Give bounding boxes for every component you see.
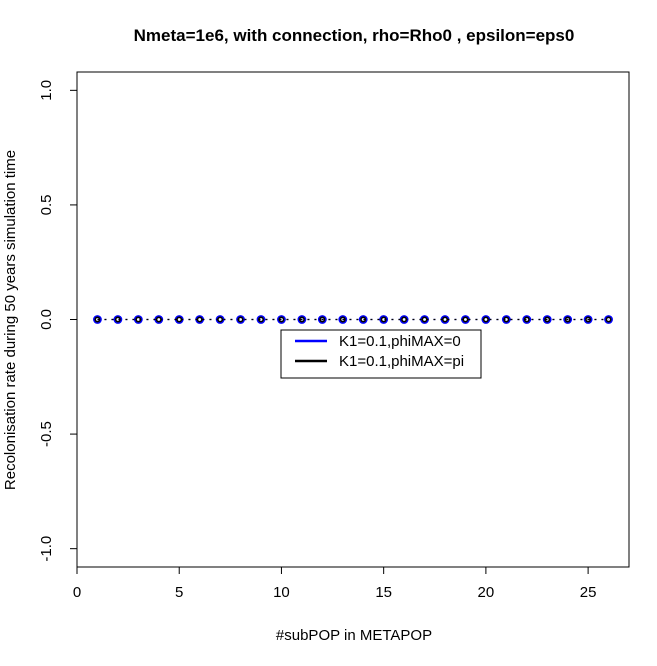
- x-tick-label: 5: [175, 584, 183, 601]
- legend-label: K1=0.1,phiMAX=pi: [339, 353, 464, 370]
- data-point: [317, 315, 327, 324]
- series-layer: [93, 315, 613, 324]
- x-axis-label: #subPOP in METAPOP: [276, 627, 432, 644]
- data-point: [604, 315, 613, 324]
- data-point: [93, 315, 102, 324]
- data-point: [503, 316, 510, 323]
- data-point: [155, 316, 162, 323]
- data-point: [482, 316, 489, 323]
- data-point: [196, 316, 203, 323]
- data-point: [585, 316, 592, 323]
- data-point: [338, 315, 348, 324]
- legend-label: K1=0.1,phiMAX=0: [339, 333, 461, 350]
- data-point: [544, 316, 551, 323]
- data-point: [358, 315, 368, 324]
- data-point: [257, 316, 264, 323]
- y-tick-label: 0.0: [38, 309, 55, 330]
- x-tick-label: 0: [73, 584, 81, 601]
- series-1: [93, 315, 613, 324]
- data-point: [563, 315, 573, 324]
- data-point: [135, 316, 142, 323]
- data-point: [605, 316, 612, 323]
- data-point: [421, 316, 428, 323]
- data-point: [236, 315, 245, 324]
- data-point: [379, 315, 389, 324]
- y-tick-label: -0.5: [38, 421, 55, 447]
- legend-box: [280, 329, 482, 379]
- data-point: [298, 316, 305, 323]
- data-point: [339, 316, 346, 323]
- data-point: [542, 315, 552, 324]
- data-point: [113, 315, 123, 324]
- data-point: [564, 316, 571, 323]
- y-axis-label: Recolonisation rate during 50 years simu…: [2, 150, 19, 490]
- data-point: [462, 316, 469, 323]
- y-tick-label: -1.0: [38, 536, 55, 562]
- data-point: [401, 316, 408, 323]
- data-point: [297, 315, 307, 324]
- data-point: [176, 316, 183, 323]
- data-point: [277, 315, 286, 324]
- x-tick-label: 20: [478, 584, 495, 601]
- data-point: [360, 316, 367, 323]
- data-point: [114, 316, 121, 323]
- data-point: [501, 315, 511, 324]
- data-point: [217, 316, 224, 323]
- data-point: [523, 316, 530, 323]
- data-point: [380, 316, 387, 323]
- x-tick-label: 15: [375, 584, 392, 601]
- data-point: [256, 315, 266, 324]
- data-point: [94, 316, 101, 323]
- x-tick-label: 25: [580, 584, 597, 601]
- y-tick-label: 0.5: [38, 194, 55, 215]
- legend: K1=0.1,phiMAX=0 K1=0.1,phiMAX=pi: [280, 329, 482, 379]
- data-point: [583, 315, 593, 324]
- x-tick-label: 10: [273, 584, 290, 601]
- data-point: [522, 315, 532, 324]
- series-2: [94, 316, 612, 323]
- chart-title: Nmeta=1e6, with connection, rho=Rho0 , e…: [134, 26, 575, 45]
- y-axis: -1.0 -0.5 0.0 0.5 1.0: [38, 80, 77, 562]
- data-point: [441, 316, 448, 323]
- x-axis: 0 5 10 15 20 25: [73, 567, 597, 601]
- data-point: [133, 315, 143, 324]
- data-point: [278, 316, 285, 323]
- data-point: [237, 316, 244, 323]
- data-point: [399, 315, 409, 324]
- y-tick-label: 1.0: [38, 80, 55, 101]
- data-point: [319, 316, 326, 323]
